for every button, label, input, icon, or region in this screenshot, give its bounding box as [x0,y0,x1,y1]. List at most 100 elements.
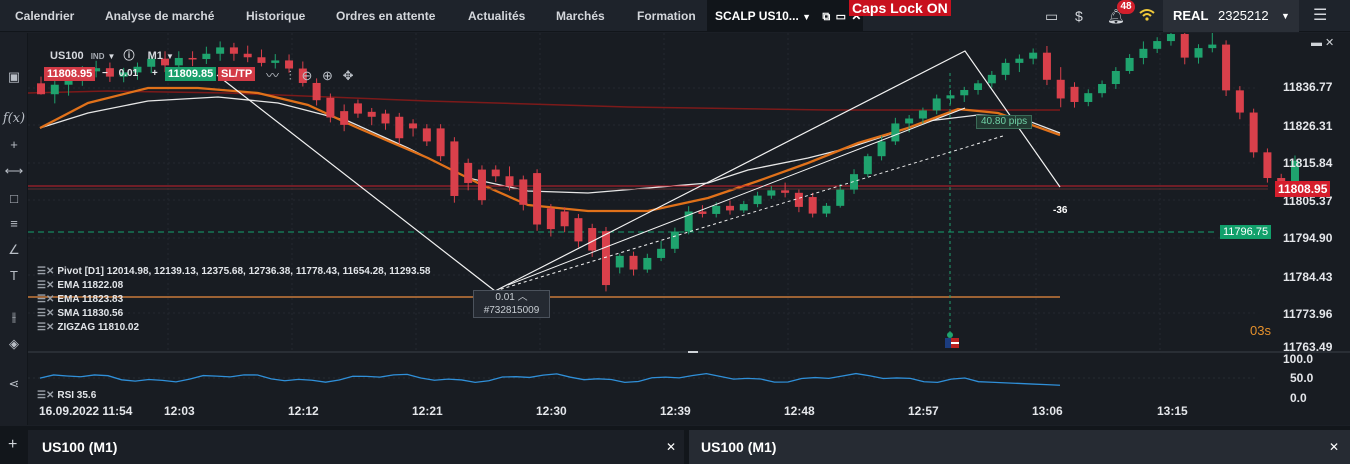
candle-body [1001,62,1010,75]
zoom-out-icon[interactable]: ⊖ [301,68,313,83]
indicator-label: EMA 11823.83 [57,294,124,305]
chevron-down-icon[interactable]: ▼ [1281,11,1290,21]
tab-ordres-en-attente[interactable]: Ordres en attente [336,9,436,23]
tab-calendrier[interactable]: Calendrier [15,9,75,23]
tab-actualites[interactable]: Actualités [468,9,526,23]
candle-body [1042,52,1051,80]
candle-body [174,57,183,66]
crosshair-icon[interactable]: + [10,137,18,152]
close-icon[interactable]: ✕ [666,440,677,454]
candle-body [533,173,542,225]
candle-body [1180,34,1189,58]
indicator-rsi[interactable]: ☰✕ RSI 35.6 [37,390,96,401]
candles-icon[interactable]: ⫶ [288,68,292,83]
account-selector[interactable]: REAL 2325212 ▼ [1163,0,1299,32]
rectangle-icon[interactable]: □ [10,191,18,206]
menu-icon[interactable]: ☰ [1313,7,1328,24]
chevron-down-icon[interactable]: ▼ [165,52,174,61]
candle-body [1290,160,1299,190]
indicator-remove-icon[interactable]: ☰✕ [37,390,55,401]
indicator-label: Pivot [D1] 12014.98, 12139.13, 12375.68,… [57,266,431,277]
price-tick: 11773.96 [1283,307,1333,321]
candle-body [216,47,225,54]
candle-body [1139,48,1148,58]
pane-resize-handle [688,351,698,353]
pitchfork-icon[interactable]: ∠ [8,242,20,257]
add-chart-icon[interactable]: + [8,436,18,453]
position-label[interactable]: 0.01 ︿ #732815009 [473,290,550,318]
candle-body [326,97,335,118]
zigzag-line [216,50,1061,292]
buy-button[interactable]: 11809.85 [165,67,217,81]
chart-tab-2[interactable]: US100 (M1) ✕ [689,430,1350,464]
indicator-label: ZIGZAG 11810.02 [57,322,140,333]
indicator-sma[interactable]: ☰✕ SMA 11830.56 [37,308,123,319]
volume-stepper[interactable]: − 0.01 + [102,67,164,81]
candle-body [285,60,294,69]
candle-body [794,192,803,207]
chevron-up-icon[interactable]: ︿ [517,292,528,303]
maximize-icon[interactable]: ▬ [1311,37,1322,49]
layers-icon[interactable]: ◈ [9,336,19,351]
sltp-button[interactable]: SL/TP [218,67,256,81]
indicator-remove-icon[interactable]: ☰✕ [37,280,55,291]
move-icon[interactable]: ✥ [342,68,354,83]
function-icon[interactable]: f(x) [2,111,26,126]
close-icon[interactable]: ✕ [851,9,862,23]
close-icon[interactable]: ✕ [1329,440,1340,454]
candle-body [188,57,197,60]
candle-body [257,57,266,63]
volume-increase-icon[interactable]: + [151,68,158,79]
indicator-remove-icon[interactable]: ☰✕ [37,308,55,319]
candle-body [1263,152,1272,179]
info-icon[interactable]: ⓘ [123,50,135,62]
symbol-name[interactable]: US100 [50,50,84,62]
tab-formation[interactable]: Formation [637,9,696,23]
close-icon[interactable]: ✕ [1325,37,1335,49]
time-tick: 16.09.2022 11:54 [39,404,133,418]
candle-body [946,95,955,99]
price-chart[interactable] [28,33,1350,425]
sell-button[interactable]: 11808.95 [44,67,96,81]
candle-body [1208,44,1217,49]
chart-tab-1[interactable]: US100 (M1) ✕ [28,430,684,464]
indicator-ema-2[interactable]: ☰✕ EMA 11823.83 [37,294,123,305]
wifi-icon [1139,8,1155,25]
text-tool-icon[interactable]: T [10,268,18,283]
indicator-remove-icon[interactable]: ☰✕ [37,294,55,305]
candle-body [739,204,748,211]
timeframe-select[interactable]: M1 [147,50,163,62]
chevron-down-icon[interactable]: ▼ [802,12,812,22]
indicators-icon[interactable]: ⫲ [11,309,17,324]
layout-icon[interactable]: ▭ [1045,8,1059,24]
tab-scalp-active[interactable]: SCALP US10... ▼ ⧉ ▭ ✕ [707,0,863,32]
line-chart-icon[interactable]: 〰 [266,68,280,83]
tab-analyse-de-marche[interactable]: Analyse de marché [105,9,215,23]
chart-window-controls: ▬ ✕ [1311,36,1334,49]
candle-body [1249,112,1258,153]
candle-body [161,58,170,66]
tab-marches[interactable]: Marchés [556,9,605,23]
popout-icon[interactable]: ⧉ [822,11,831,23]
deposit-icon[interactable]: $ [1075,8,1083,24]
minimize-icon[interactable]: ▭ [835,11,847,23]
indicator-remove-icon[interactable]: ☰✕ [37,322,55,333]
fibonacci-icon[interactable]: ≡ [10,216,18,231]
indicator-ema-1[interactable]: ☰✕ EMA 11822.08 [37,280,123,291]
us-flag-icon[interactable] [945,338,959,348]
horizontal-line-icon[interactable]: ⟷ [4,163,24,178]
tab-historique[interactable]: Historique [246,9,306,23]
chevron-down-icon[interactable]: ▼ [107,52,116,61]
price-tick: 11784.43 [1283,270,1333,284]
indicator-pivot[interactable]: ☰✕ Pivot [D1] 12014.98, 12139.13, 12375.6… [37,266,430,277]
indicator-zigzag[interactable]: ☰✕ ZIGZAG 11810.02 [37,322,139,333]
rsi-level: 0.0 [1290,391,1307,405]
chart-type-icon[interactable]: ▣ [7,69,21,84]
share-icon[interactable]: ⋖ [8,376,20,391]
indicator-remove-icon[interactable]: ☰✕ [37,266,55,277]
pending-order-tag[interactable]: 11796.75 [1220,225,1272,239]
volume-value[interactable]: 0.01 [118,68,139,79]
zoom-in-icon[interactable]: ⊕ [322,68,333,83]
chart-area[interactable]: US100 IND ▼ ⓘ M1 ▼ 11808.95 − 0.01 + 118… [28,33,1350,425]
volume-decrease-icon[interactable]: − [102,68,108,79]
